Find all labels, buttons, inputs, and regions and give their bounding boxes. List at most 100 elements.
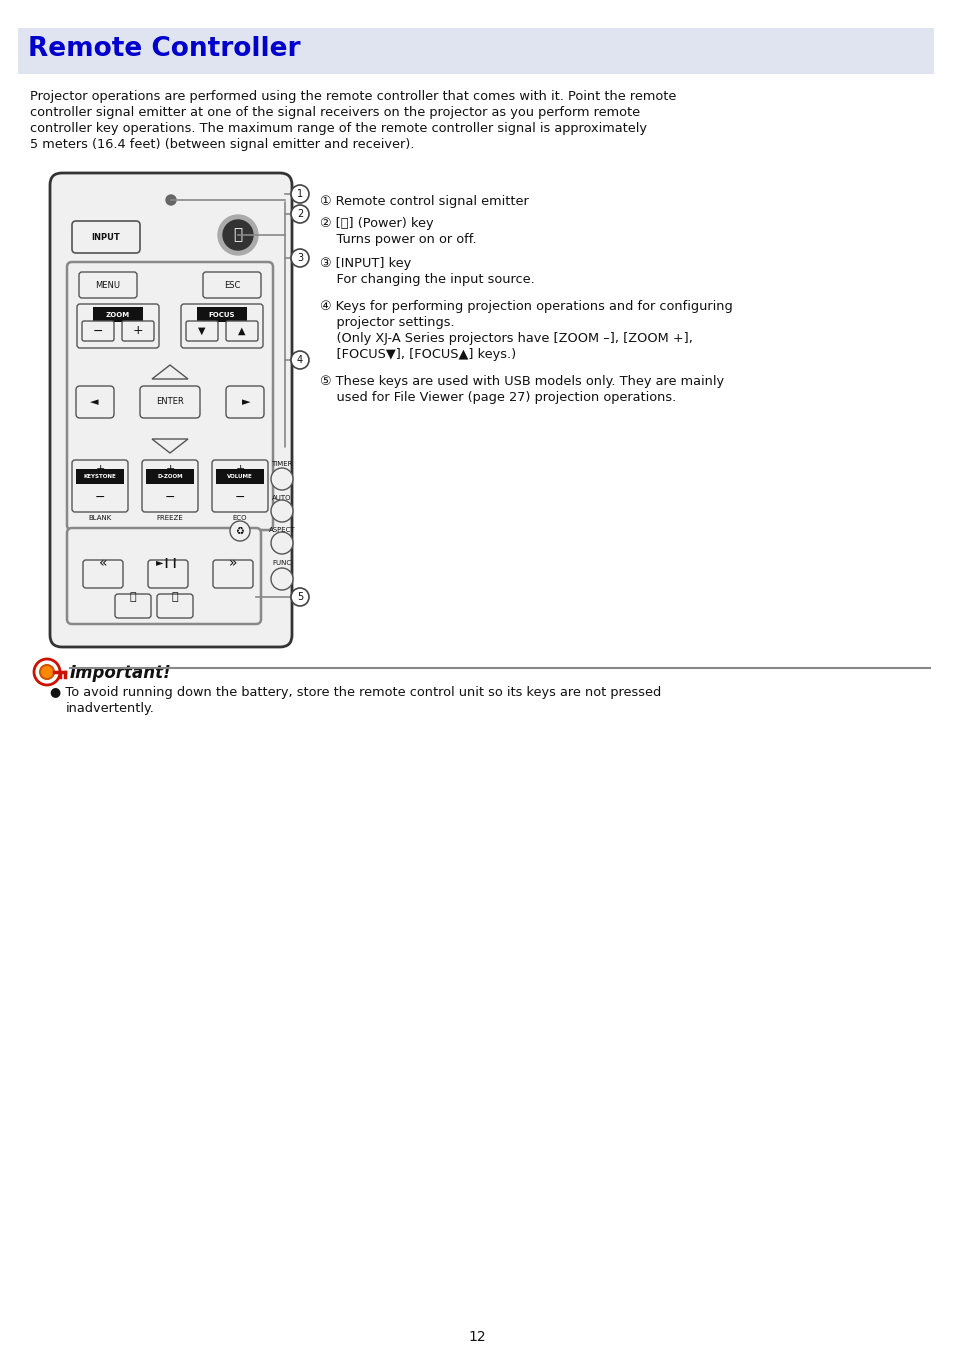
Text: ZOOM: ZOOM [106,312,130,318]
Text: »: » [229,556,237,571]
Circle shape [271,568,293,589]
Text: controller key operations. The maximum range of the remote controller signal is : controller key operations. The maximum r… [30,122,646,135]
Text: ● To avoid running down the battery, store the remote control unit so its keys a: ● To avoid running down the battery, sto… [50,685,660,699]
Text: Projector operations are performed using the remote controller that comes with i: Projector operations are performed using… [30,91,676,103]
FancyBboxPatch shape [76,387,113,418]
Circle shape [291,352,309,369]
Text: +: + [132,324,143,338]
Polygon shape [152,439,188,453]
Text: (Only XJ-A Series projectors have [ZOOM –], [ZOOM +],: (Only XJ-A Series projectors have [ZOOM … [319,333,692,345]
Text: 12: 12 [468,1330,485,1344]
Text: −: − [92,324,103,338]
Text: ⑤ These keys are used with USB models only. They are mainly: ⑤ These keys are used with USB models on… [319,375,723,388]
Circle shape [166,195,175,206]
Text: ►❙❙: ►❙❙ [156,558,180,568]
Text: inadvertently.: inadvertently. [66,702,154,715]
Circle shape [271,468,293,489]
Text: BLANK: BLANK [89,515,112,521]
Text: 5 meters (16.4 feet) (between signal emitter and receiver).: 5 meters (16.4 feet) (between signal emi… [30,138,414,151]
Text: [FOCUS▼], [FOCUS▲] keys.): [FOCUS▼], [FOCUS▲] keys.) [319,347,516,361]
Text: AUTO: AUTO [272,495,292,502]
FancyBboxPatch shape [142,460,198,512]
Text: MENU: MENU [95,280,120,289]
Circle shape [223,220,253,250]
Text: 2: 2 [296,210,303,219]
Text: ① Remote control signal emitter: ① Remote control signal emitter [319,195,528,208]
Text: +: + [165,464,174,475]
Text: projector settings.: projector settings. [319,316,455,329]
FancyBboxPatch shape [157,594,193,618]
Text: «: « [99,556,107,571]
Circle shape [291,249,309,266]
FancyBboxPatch shape [92,307,143,322]
FancyBboxPatch shape [83,560,123,588]
Text: ◄: ◄ [90,397,98,407]
FancyBboxPatch shape [18,28,933,74]
Text: KEYSTONE: KEYSTONE [84,475,116,480]
Text: VOLUME: VOLUME [227,475,253,480]
FancyBboxPatch shape [181,304,263,347]
Text: INPUT: INPUT [91,233,120,242]
Text: −: − [94,491,105,503]
Text: ④ Keys for performing projection operations and for configuring: ④ Keys for performing projection operati… [319,300,732,314]
Text: ENTER: ENTER [156,397,184,407]
FancyBboxPatch shape [67,529,261,625]
Text: ▲: ▲ [238,326,246,337]
FancyBboxPatch shape [50,173,292,648]
Text: ⏭: ⏭ [172,592,178,602]
FancyBboxPatch shape [196,307,247,322]
Circle shape [271,500,293,522]
FancyBboxPatch shape [77,304,159,347]
Circle shape [40,665,54,679]
FancyBboxPatch shape [71,220,140,253]
Text: FREEZE: FREEZE [156,515,183,521]
Circle shape [230,521,250,541]
Text: For changing the input source.: For changing the input source. [319,273,535,287]
FancyBboxPatch shape [76,469,124,484]
FancyBboxPatch shape [148,560,188,588]
Text: ▼: ▼ [198,326,206,337]
FancyBboxPatch shape [140,387,200,418]
FancyBboxPatch shape [82,320,113,341]
Text: Remote Controller: Remote Controller [28,37,300,62]
Text: Turns power on or off.: Turns power on or off. [319,233,476,246]
Text: Important!: Important! [70,664,172,681]
Text: FOCUS: FOCUS [209,312,235,318]
FancyBboxPatch shape [186,320,218,341]
Text: −: − [234,491,245,503]
Text: FUNC: FUNC [273,560,292,566]
Polygon shape [152,365,188,379]
FancyBboxPatch shape [146,469,193,484]
Text: 5: 5 [296,592,303,602]
Text: ③ [INPUT] key: ③ [INPUT] key [319,257,411,270]
Circle shape [291,185,309,203]
FancyBboxPatch shape [79,272,137,297]
Circle shape [271,531,293,554]
FancyBboxPatch shape [71,460,128,512]
Circle shape [218,215,257,256]
Text: +: + [95,464,105,475]
FancyBboxPatch shape [203,272,261,297]
Text: ASPECT: ASPECT [269,527,295,533]
Text: ⏻: ⏻ [233,227,242,242]
FancyBboxPatch shape [226,320,257,341]
Text: ② [⏻] (Power) key: ② [⏻] (Power) key [319,218,434,230]
Text: used for File Viewer (page 27) projection operations.: used for File Viewer (page 27) projectio… [319,391,676,404]
FancyBboxPatch shape [213,560,253,588]
Text: TIMER: TIMER [271,461,293,466]
Circle shape [291,588,309,606]
Text: D-ZOOM: D-ZOOM [157,475,183,480]
FancyBboxPatch shape [67,262,273,530]
Text: +: + [235,464,244,475]
Text: 1: 1 [296,189,303,199]
FancyBboxPatch shape [212,460,268,512]
Text: 3: 3 [296,253,303,264]
Text: ►: ► [241,397,250,407]
Text: ESC: ESC [224,280,240,289]
Text: ⏮: ⏮ [130,592,136,602]
Text: controller signal emitter at one of the signal receivers on the projector as you: controller signal emitter at one of the … [30,105,639,119]
Circle shape [291,206,309,223]
FancyBboxPatch shape [226,387,264,418]
FancyBboxPatch shape [215,469,264,484]
Text: ECO: ECO [233,515,247,521]
